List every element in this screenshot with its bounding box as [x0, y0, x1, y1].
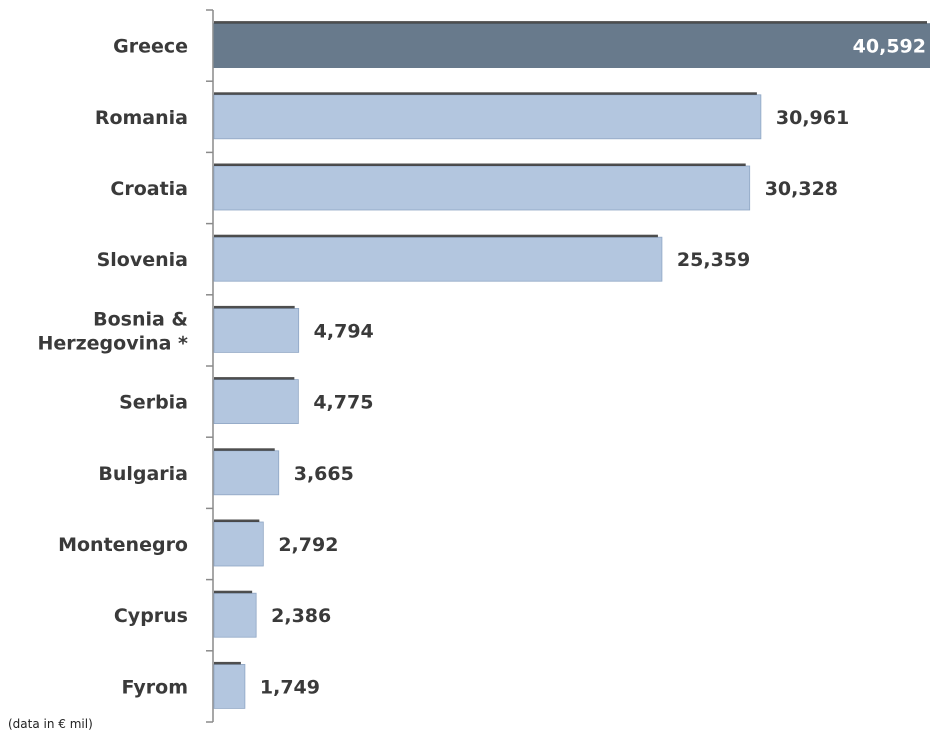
category-label: Fyrom — [121, 676, 188, 698]
category-label: Romania — [95, 107, 188, 129]
value-label: 25,359 — [677, 249, 750, 271]
category-labels: Greece Romania Croatia Slovenia Bosnia & Herz… — [37, 36, 188, 699]
bar-top-shadow — [214, 234, 658, 238]
units-note: (data in € mil) — [8, 717, 93, 731]
bar-top-shadow — [214, 661, 241, 665]
category-label: Montenegro — [58, 534, 188, 556]
bar-romania — [213, 94, 762, 140]
bar-top-shadow — [214, 590, 253, 594]
category-label: Croatia — [110, 178, 188, 200]
value-label: 2,792 — [278, 534, 338, 556]
category-label: Bosnia & Herzegovina * — [37, 308, 188, 354]
bar-slovenia — [213, 236, 663, 282]
value-label: 3,665 — [294, 463, 354, 485]
bar-top-shadow — [214, 163, 746, 166]
value-label: 30,961 — [776, 107, 849, 129]
category-label: Serbia — [119, 392, 188, 414]
category-label: Slovenia — [97, 249, 188, 271]
bar-top-shadow — [214, 448, 275, 451]
axis-layer — [206, 9, 214, 723]
value-label: 30,328 — [765, 178, 838, 200]
bar-bosnia-herzegovina — [213, 307, 300, 353]
bar-croatia — [213, 165, 751, 211]
bar-bulgaria — [213, 450, 280, 496]
category-label: Cyprus — [114, 605, 188, 627]
value-label: 2,386 — [271, 605, 331, 627]
bar-top-shadow — [214, 92, 757, 95]
value-labels: 40,592 30,961 30,328 25,359 4,794 4,775 3,665 2… — [260, 36, 926, 699]
bar-top-shadow — [214, 377, 295, 380]
bar-greece — [213, 23, 930, 69]
bars-layer — [213, 21, 930, 709]
bar-cyprus — [213, 592, 257, 638]
value-label: 1,749 — [260, 676, 320, 698]
category-label: Bulgaria — [98, 463, 188, 485]
category-label: Greece — [113, 36, 188, 58]
bar-serbia — [213, 379, 299, 425]
value-label: 4,794 — [314, 320, 374, 342]
bar-top-shadow — [214, 21, 927, 24]
bar-montenegro — [213, 521, 264, 567]
bar-top-shadow — [214, 519, 260, 522]
bar-top-shadow — [214, 305, 295, 309]
value-label: 4,775 — [313, 392, 373, 414]
value-label: 40,592 — [853, 36, 926, 58]
bar-fyrom — [213, 664, 246, 709]
